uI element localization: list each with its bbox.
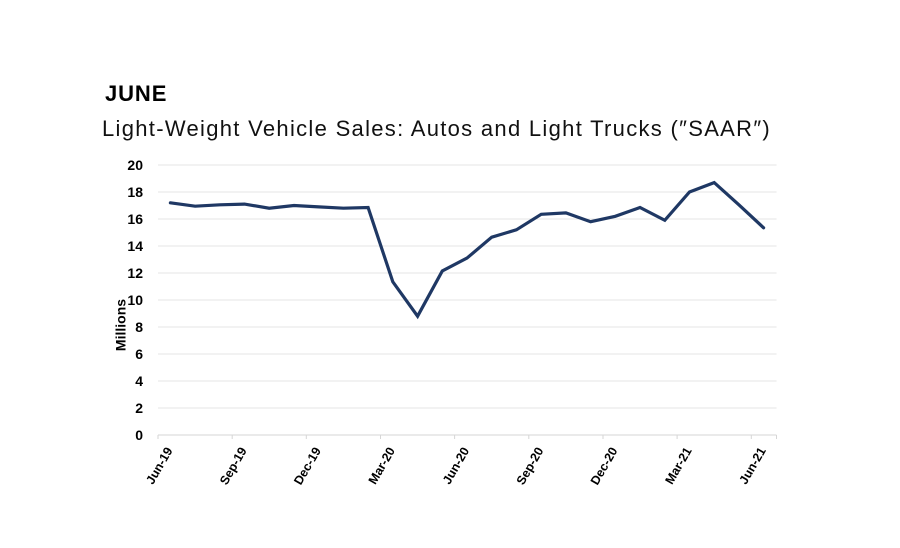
svg-text:Jun-19: Jun-19 bbox=[143, 445, 175, 487]
svg-text:2: 2 bbox=[135, 400, 143, 416]
svg-text:18: 18 bbox=[127, 184, 143, 200]
svg-text:Jun-21: Jun-21 bbox=[737, 445, 769, 487]
svg-text:Millions: Millions bbox=[113, 299, 129, 351]
svg-text:10: 10 bbox=[127, 292, 143, 308]
svg-text:Dec-19: Dec-19 bbox=[291, 445, 324, 488]
svg-text:4: 4 bbox=[135, 373, 143, 389]
svg-text:12: 12 bbox=[127, 265, 143, 281]
svg-text:Sep-19: Sep-19 bbox=[217, 445, 250, 488]
svg-text:Jun-20: Jun-20 bbox=[440, 445, 472, 487]
svg-text:16: 16 bbox=[127, 211, 143, 227]
svg-text:Mar-20: Mar-20 bbox=[366, 445, 398, 487]
svg-text:0: 0 bbox=[135, 427, 143, 443]
svg-text:Dec-20: Dec-20 bbox=[588, 445, 621, 488]
svg-text:20: 20 bbox=[127, 157, 143, 173]
svg-text:14: 14 bbox=[127, 238, 143, 254]
svg-text:8: 8 bbox=[135, 319, 143, 335]
svg-text:Mar-21: Mar-21 bbox=[662, 445, 694, 487]
svg-text:Sep-20: Sep-20 bbox=[514, 445, 547, 488]
svg-text:6: 6 bbox=[135, 346, 143, 362]
